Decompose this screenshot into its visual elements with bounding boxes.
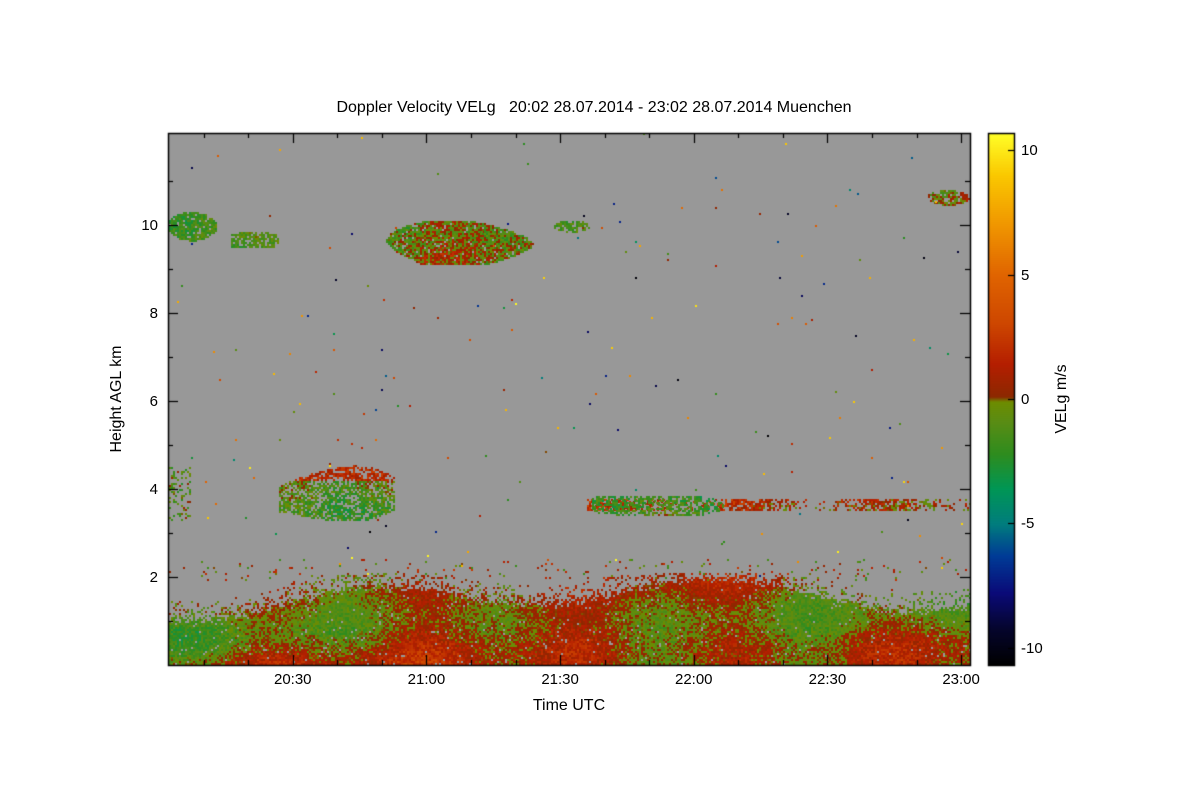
y-tick-label: 4 xyxy=(149,481,158,499)
chart-title: Doppler Velocity VELg 20:02 28.07.2014 -… xyxy=(336,99,852,116)
y-tick-label: 6 xyxy=(149,393,158,411)
x-tick-label: 23:00 xyxy=(942,671,980,688)
x-tick-label: 22:30 xyxy=(808,671,847,688)
x-tick-label: 22:00 xyxy=(674,671,713,688)
x-tick-label: 20:30 xyxy=(273,671,312,688)
y-tick-label: 8 xyxy=(149,305,158,323)
x-tick-label: 21:00 xyxy=(407,671,446,688)
y-tick-label: 2 xyxy=(149,569,158,587)
y-tick-label: 10 xyxy=(141,217,158,235)
colorbar-label: VELg m/s xyxy=(1053,364,1070,434)
colorbar-tick-label: 0 xyxy=(1021,391,1030,408)
x-tick-label: 21:30 xyxy=(541,671,579,688)
colorbar-tick-label: -5 xyxy=(1021,515,1035,533)
x-axis-label: Time UTC xyxy=(532,697,606,714)
colorbar-tick-label: 10 xyxy=(1021,142,1038,160)
colorbar-tick-label: 5 xyxy=(1021,266,1030,284)
colorbar-tick-label: -10 xyxy=(1021,639,1043,657)
